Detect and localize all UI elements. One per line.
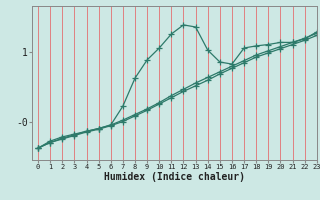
- X-axis label: Humidex (Indice chaleur): Humidex (Indice chaleur): [104, 172, 245, 182]
